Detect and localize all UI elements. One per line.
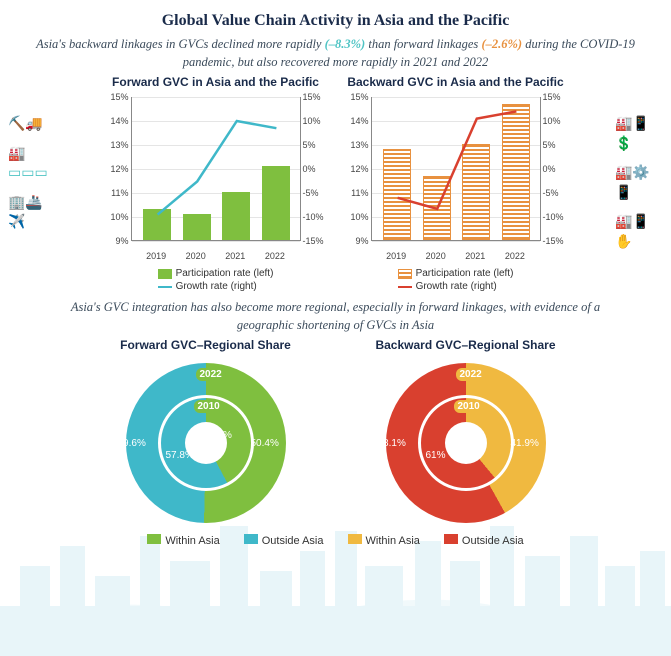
forward-bar-chart: 9%10%11%12%13%14%15%-15%-10%-5%0%5%10%15…	[101, 93, 331, 263]
legend-swatch	[348, 534, 362, 544]
forward-pie-title: Forward GVC–Regional Share	[120, 338, 291, 352]
legend-swatch-line	[158, 286, 172, 288]
legend-swatch	[147, 534, 161, 544]
forward-bar-col: Forward GVC in Asia and the Pacific 9%10…	[101, 75, 331, 293]
backward-bar-chart: 9%10%11%12%13%14%15%-15%-10%-5%0%5%10%15…	[341, 93, 571, 263]
skyline-bg	[0, 506, 671, 656]
subtitle-2: Asia's GVC integration has also become m…	[0, 293, 671, 338]
backward-bar-col: Backward GVC in Asia and the Pacific 9%1…	[341, 75, 571, 293]
bar-charts-row: Forward GVC in Asia and the Pacific 9%10…	[0, 75, 671, 293]
subtitle-mid: than forward linkages	[365, 37, 481, 51]
factory-money-icon: 🏭📱💲	[615, 115, 663, 154]
legend-bar-label: Participation rate (left)	[176, 268, 274, 279]
legend-swatch-bar	[158, 269, 172, 279]
subtitle-pre: Asia's backward linkages in GVCs decline…	[36, 37, 325, 51]
factory-icon: 🏭▭▭▭	[8, 145, 56, 184]
forward-legend: Participation rate (left) Growth rate (r…	[158, 267, 274, 293]
pie-legend: Within Asia Outside Asia Within Asia Out…	[0, 534, 671, 547]
backward-pie-col: Backward GVC–Regional Share 41.9%58.1%39…	[366, 338, 566, 528]
legend-outside-bwd: Outside Asia	[462, 535, 524, 547]
legend-bar-label: Participation rate (left)	[416, 268, 514, 279]
backward-pie-chart: 41.9%58.1%39%61%20222010	[366, 358, 566, 528]
main-title: Global Value Chain Activity in Asia and …	[0, 0, 671, 30]
legend-within-bwd: Within Asia	[366, 535, 420, 547]
legend-swatch-bar	[398, 269, 412, 279]
logistics-icon: 🏢🚢✈️	[8, 194, 56, 233]
legend-swatch	[244, 534, 258, 544]
subtitle-1: Asia's backward linkages in GVCs decline…	[0, 30, 671, 75]
pie-charts-row: Forward GVC–Regional Share 50.4%49.6%42.…	[0, 338, 671, 528]
backward-pie-title: Backward GVC–Regional Share	[375, 338, 555, 352]
legend-swatch	[444, 534, 458, 544]
backward-legend: Participation rate (left) Growth rate (r…	[398, 267, 514, 293]
legend-within-fwd: Within Asia	[165, 535, 219, 547]
hl-forward-pct: (–2.6%)	[481, 37, 522, 51]
forward-linkage-icons: ⛏️🚚 🏭▭▭▭ 🏢🚢✈️	[8, 115, 56, 233]
forward-bar-title: Forward GVC in Asia and the Pacific	[112, 75, 319, 89]
legend-outside-fwd: Outside Asia	[262, 535, 324, 547]
factory-chip-icon: 🏭⚙️📱	[615, 164, 663, 203]
legend-line-label: Growth rate (right)	[176, 281, 257, 292]
hl-backward-pct: (–8.3%)	[325, 37, 366, 51]
mining-icon: ⛏️🚚	[8, 115, 56, 135]
backward-bar-title: Backward GVC in Asia and the Pacific	[347, 75, 563, 89]
forward-pie-chart: 50.4%49.6%42.2%57.8%20222010	[106, 358, 306, 528]
legend-swatch-line	[398, 286, 412, 288]
legend-line-label: Growth rate (right)	[416, 281, 497, 292]
factory-phone-icon: 🏭📱✋	[615, 213, 663, 252]
forward-pie-col: Forward GVC–Regional Share 50.4%49.6%42.…	[106, 338, 306, 528]
backward-linkage-icons: 🏭📱💲 🏭⚙️📱 🏭📱✋	[615, 115, 663, 253]
